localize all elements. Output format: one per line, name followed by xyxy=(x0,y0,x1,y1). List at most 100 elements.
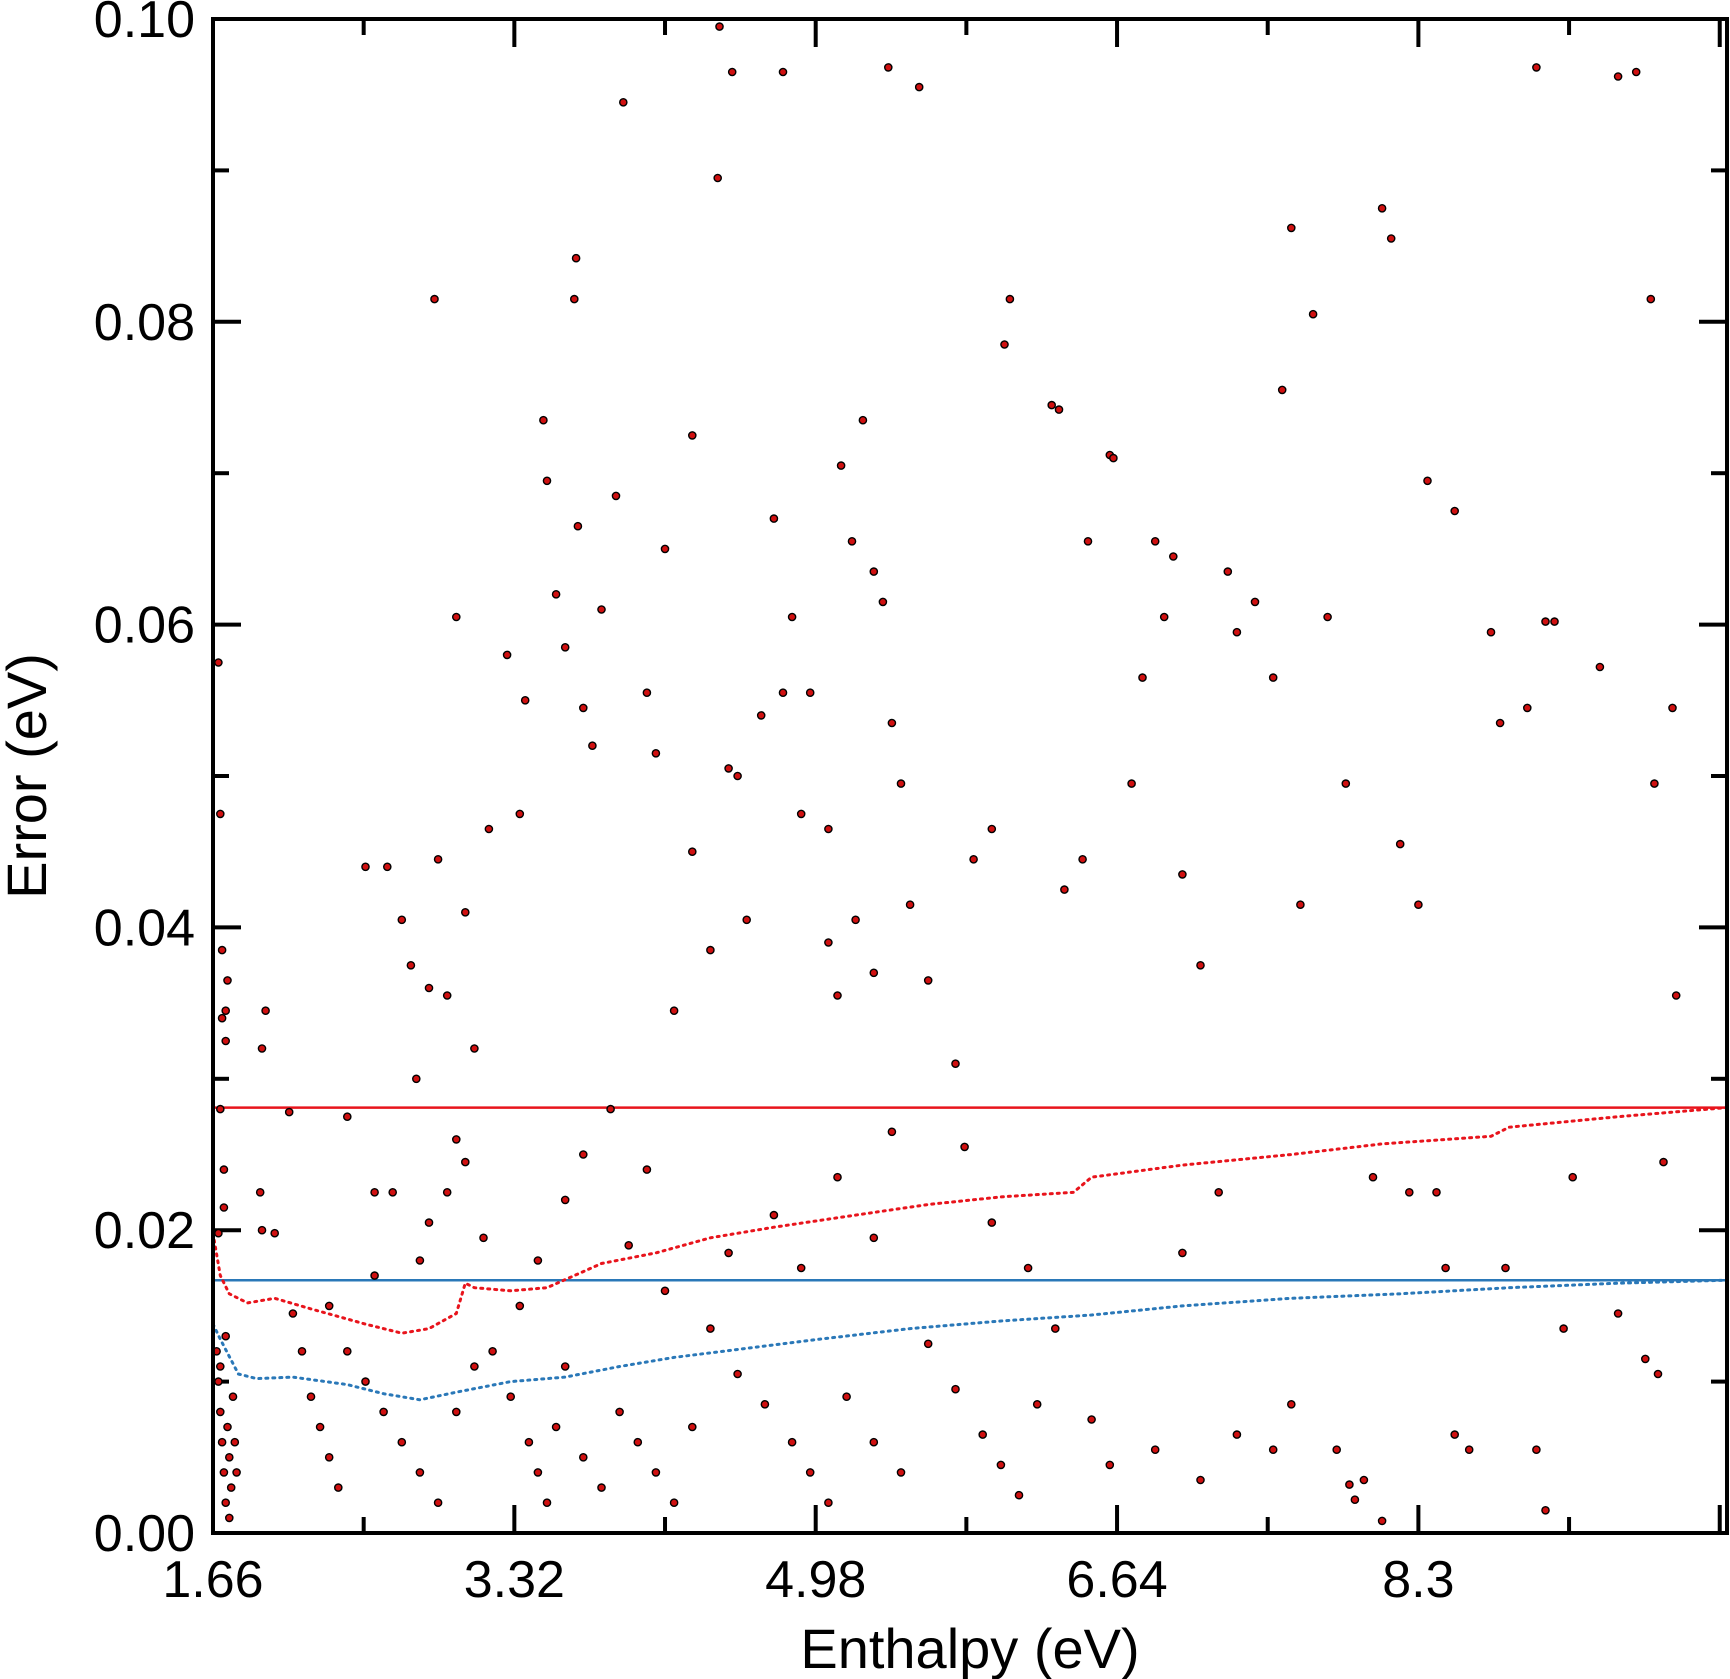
scatter-point xyxy=(1127,779,1136,788)
scatter-point xyxy=(1345,1480,1354,1489)
scatter-point xyxy=(1047,400,1056,410)
y-tick-label: 0.06 xyxy=(94,597,195,655)
scatter-point xyxy=(361,1377,370,1386)
scatter-points xyxy=(212,22,1681,1526)
scatter-point xyxy=(1541,617,1550,626)
scatter-point xyxy=(1641,1354,1650,1364)
scatter-point xyxy=(624,1241,634,1250)
scatter-point xyxy=(315,1422,325,1432)
scatter-point xyxy=(324,1301,334,1311)
scatter-point xyxy=(1541,1506,1550,1515)
scatter-point xyxy=(579,1453,588,1462)
scatter-point xyxy=(442,1188,452,1197)
scatter-point xyxy=(715,22,724,31)
scatter-point xyxy=(923,976,933,985)
scatter-point xyxy=(223,976,232,985)
scatter-point xyxy=(551,590,561,599)
scatter-point xyxy=(306,1392,316,1401)
scatter-point xyxy=(606,1104,615,1114)
scatter-point xyxy=(978,1430,988,1439)
scatter-point xyxy=(778,67,788,77)
scatter-point xyxy=(1395,839,1405,849)
scatter-point xyxy=(633,1437,643,1447)
scatter-point xyxy=(951,1059,960,1068)
scatter-point xyxy=(226,1483,236,1492)
scatter-point xyxy=(415,1468,425,1477)
scatter-point xyxy=(215,1407,225,1417)
scatter-point xyxy=(1214,1188,1223,1197)
scatter-point xyxy=(896,779,906,788)
scatter-point xyxy=(570,294,579,304)
axis-ticks xyxy=(211,17,1727,1535)
scatter-point xyxy=(1005,294,1015,304)
x-tick-label: 4.98 xyxy=(765,1551,866,1609)
scatter-point xyxy=(228,1392,238,1401)
scatter-point xyxy=(270,1228,280,1238)
scatter-point xyxy=(1568,1172,1577,1182)
scatter-point xyxy=(733,771,742,781)
scatter-point xyxy=(1377,1516,1387,1526)
scatter-point xyxy=(824,824,833,834)
scatter-point xyxy=(479,1233,488,1243)
scatter-point xyxy=(214,1228,223,1238)
scatter-point xyxy=(370,1188,379,1197)
scatter-point xyxy=(257,1044,267,1053)
scatter-point xyxy=(619,98,628,107)
scatter-point xyxy=(1138,673,1147,682)
scatter-point xyxy=(1464,1445,1474,1454)
y-tick-labels: 0.00 0.02 0.04 0.06 0.08 0.10 xyxy=(94,0,195,1563)
scatter-point xyxy=(424,1218,434,1227)
scatter-point xyxy=(1613,1309,1623,1318)
scatter-point xyxy=(397,1437,407,1447)
scatter-point xyxy=(1550,617,1559,626)
scatter-point xyxy=(960,1142,969,1152)
scatter-point xyxy=(1359,1475,1369,1485)
scatter-point xyxy=(411,1074,421,1084)
scatter-point xyxy=(1323,612,1332,622)
scatter-point xyxy=(688,847,697,857)
scatter-point xyxy=(221,1006,230,1016)
scatter-point xyxy=(1441,1263,1450,1273)
scatter-point xyxy=(1169,552,1178,561)
scatter-point xyxy=(1268,673,1278,682)
scatter-point xyxy=(1650,779,1659,788)
x-axis-title: Enthalpy (eV) xyxy=(800,1617,1139,1679)
scatter-point xyxy=(1432,1188,1441,1197)
scatter-point xyxy=(642,1165,652,1174)
x-tick-label: 6.64 xyxy=(1066,1551,1167,1609)
scatter-point xyxy=(1659,1157,1668,1167)
scatter-point xyxy=(219,1203,229,1212)
scatter-point xyxy=(727,67,737,77)
scatter-point xyxy=(1523,703,1532,713)
scatter-point xyxy=(805,1468,815,1477)
scatter-point xyxy=(1595,662,1605,672)
scatter-point xyxy=(1296,900,1305,910)
scatter-point xyxy=(1000,340,1009,349)
scatter-point xyxy=(284,1107,294,1117)
scatter-point xyxy=(288,1309,298,1318)
scatter-point xyxy=(551,1422,561,1432)
scatter-point xyxy=(615,1407,624,1417)
scatter-point xyxy=(219,1165,229,1174)
scatter-point xyxy=(1051,1324,1060,1333)
scatter-point xyxy=(611,491,621,501)
y-tick-label: 0.10 xyxy=(94,0,195,49)
y-tick-label: 0.08 xyxy=(94,294,195,352)
scatter-point xyxy=(833,991,842,1000)
scatter-point xyxy=(217,945,227,955)
scatter-point xyxy=(878,597,888,607)
scatter-point xyxy=(388,1188,398,1197)
scatter-point xyxy=(778,688,788,698)
scatter-point xyxy=(1032,1400,1042,1409)
scatter-point xyxy=(382,862,392,872)
scatter-point xyxy=(217,1437,227,1447)
scatter-point xyxy=(451,612,461,622)
y-axis-title: Error (eV) xyxy=(0,653,58,899)
scatter-point xyxy=(824,1498,833,1507)
scatter-point xyxy=(923,1339,933,1349)
scatter-point xyxy=(1287,1400,1296,1409)
scatter-point xyxy=(1060,885,1069,894)
scatter-point xyxy=(805,688,815,698)
scatter-point xyxy=(987,824,997,834)
scatter-point xyxy=(430,294,439,304)
